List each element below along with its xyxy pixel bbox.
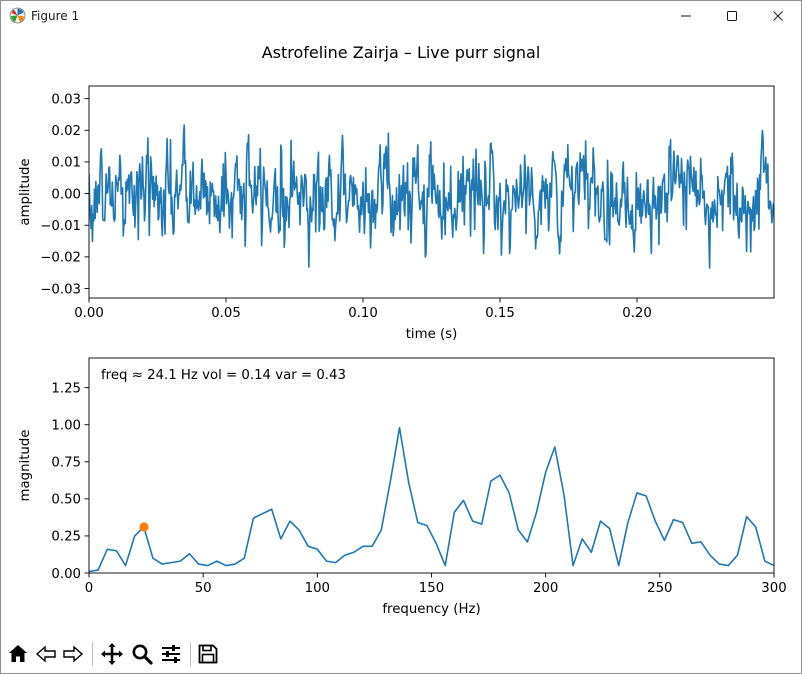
toolbar-separator	[190, 642, 191, 666]
axes-frame	[88, 85, 775, 299]
y-tick-label: 0.50	[51, 493, 81, 508]
title-bar[interactable]: Figure 1	[1, 1, 801, 31]
y-tick-label: −0.01	[40, 219, 81, 234]
pan-icon	[101, 643, 123, 665]
y-tick-label: 1.00	[51, 419, 81, 434]
configure-subplots-button[interactable]	[157, 640, 185, 668]
y-tick-label: 0.25	[51, 530, 81, 545]
axes-frame	[88, 357, 775, 574]
series-line	[89, 426, 774, 573]
x-tick-label: 0.05	[211, 306, 241, 321]
zoom-icon	[132, 644, 153, 665]
x-tick-label: 0.10	[348, 306, 378, 321]
close-button[interactable]	[755, 1, 801, 31]
peak-marker	[139, 522, 149, 532]
forward-icon	[63, 645, 84, 663]
x-tick-label: 250	[647, 581, 672, 596]
minimize-button[interactable]	[663, 1, 709, 31]
minimize-icon	[681, 15, 691, 17]
matplotlib-logo-icon	[9, 7, 26, 24]
y-tick-label: 1.25	[51, 381, 81, 396]
back-icon	[35, 645, 56, 663]
y-axis-label: magnitude	[18, 430, 33, 502]
home-button[interactable]	[4, 640, 32, 668]
back-button[interactable]	[32, 640, 60, 668]
x-tick-label: 0	[85, 581, 93, 596]
y-tick-label: −0.03	[40, 282, 81, 297]
toolbar-separator	[92, 642, 93, 666]
maximize-icon	[727, 11, 737, 21]
x-tick-label: 200	[533, 581, 558, 596]
series-line	[89, 124, 774, 269]
y-tick-label: 0.75	[51, 456, 81, 471]
figure-canvas[interactable]: Astrofeline Zairja – Live purr signal 0.…	[1, 31, 801, 633]
home-icon	[9, 645, 27, 662]
y-tick-label: −0.02	[40, 251, 81, 266]
x-tick-label: 0.15	[485, 306, 515, 321]
x-tick-label: 100	[305, 581, 330, 596]
configure-subplots-icon	[162, 645, 180, 663]
y-tick-label: 0.01	[51, 156, 81, 171]
x-tick-label: 50	[195, 581, 212, 596]
window-title: Figure 1	[31, 9, 80, 23]
frequency-domain-axes: 0 50 100 150 200 250 300 0.00 0.25 0.50 0.75 1.00 1.…	[18, 357, 787, 617]
x-axis-label: time (s)	[406, 327, 458, 342]
save-button[interactable]	[194, 640, 222, 668]
y-tick-label: 0.03	[51, 92, 81, 107]
navigation-toolbar	[1, 635, 801, 673]
x-tick-label: 150	[419, 581, 444, 596]
x-axis-label: frequency (Hz)	[382, 602, 480, 617]
figure-suptitle: Astrofeline Zairja – Live purr signal	[262, 43, 541, 62]
x-tick-label: 0.00	[74, 306, 104, 321]
y-tick-label: 0.00	[51, 187, 81, 202]
frequency-annotation: freq ≈ 24.1 Hz vol = 0.14 var = 0.43	[101, 368, 346, 383]
forward-button[interactable]	[59, 640, 87, 668]
pan-button[interactable]	[98, 640, 126, 668]
y-tick-label: 0.00	[51, 567, 81, 582]
zoom-button[interactable]	[128, 640, 156, 668]
maximize-button[interactable]	[709, 1, 755, 31]
save-icon	[198, 644, 218, 664]
y-axis-label: amplitude	[18, 158, 33, 225]
y-tick-label: 0.02	[51, 124, 81, 139]
time-domain-axes: 0.00 0.05 0.10 0.15 0.20 −0.03 −0.02 −0.01 0.00 0…	[18, 85, 775, 342]
x-tick-label: 0.20	[622, 306, 652, 321]
x-tick-label: 300	[761, 581, 786, 596]
close-icon	[773, 11, 783, 21]
